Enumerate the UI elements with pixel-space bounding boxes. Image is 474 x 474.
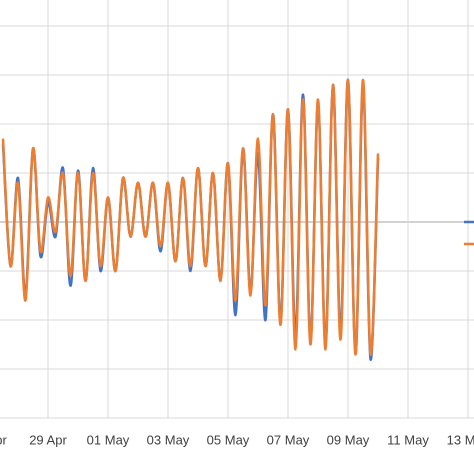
- x-tick-label: 09 May: [327, 432, 370, 447]
- x-tick-label: 01 May: [87, 432, 130, 447]
- x-tick-label: 29 Apr: [29, 432, 67, 447]
- x-tick-label: 03 May: [147, 432, 190, 447]
- x-tick-label: 13 May: [447, 432, 474, 447]
- x-tick-label: 27 Apr: [0, 432, 7, 447]
- x-tick-label: 05 May: [207, 432, 250, 447]
- x-tick-label: 11 May: [387, 432, 429, 447]
- x-tick-label: 07 May: [267, 432, 310, 447]
- series-line: [1, 78, 380, 356]
